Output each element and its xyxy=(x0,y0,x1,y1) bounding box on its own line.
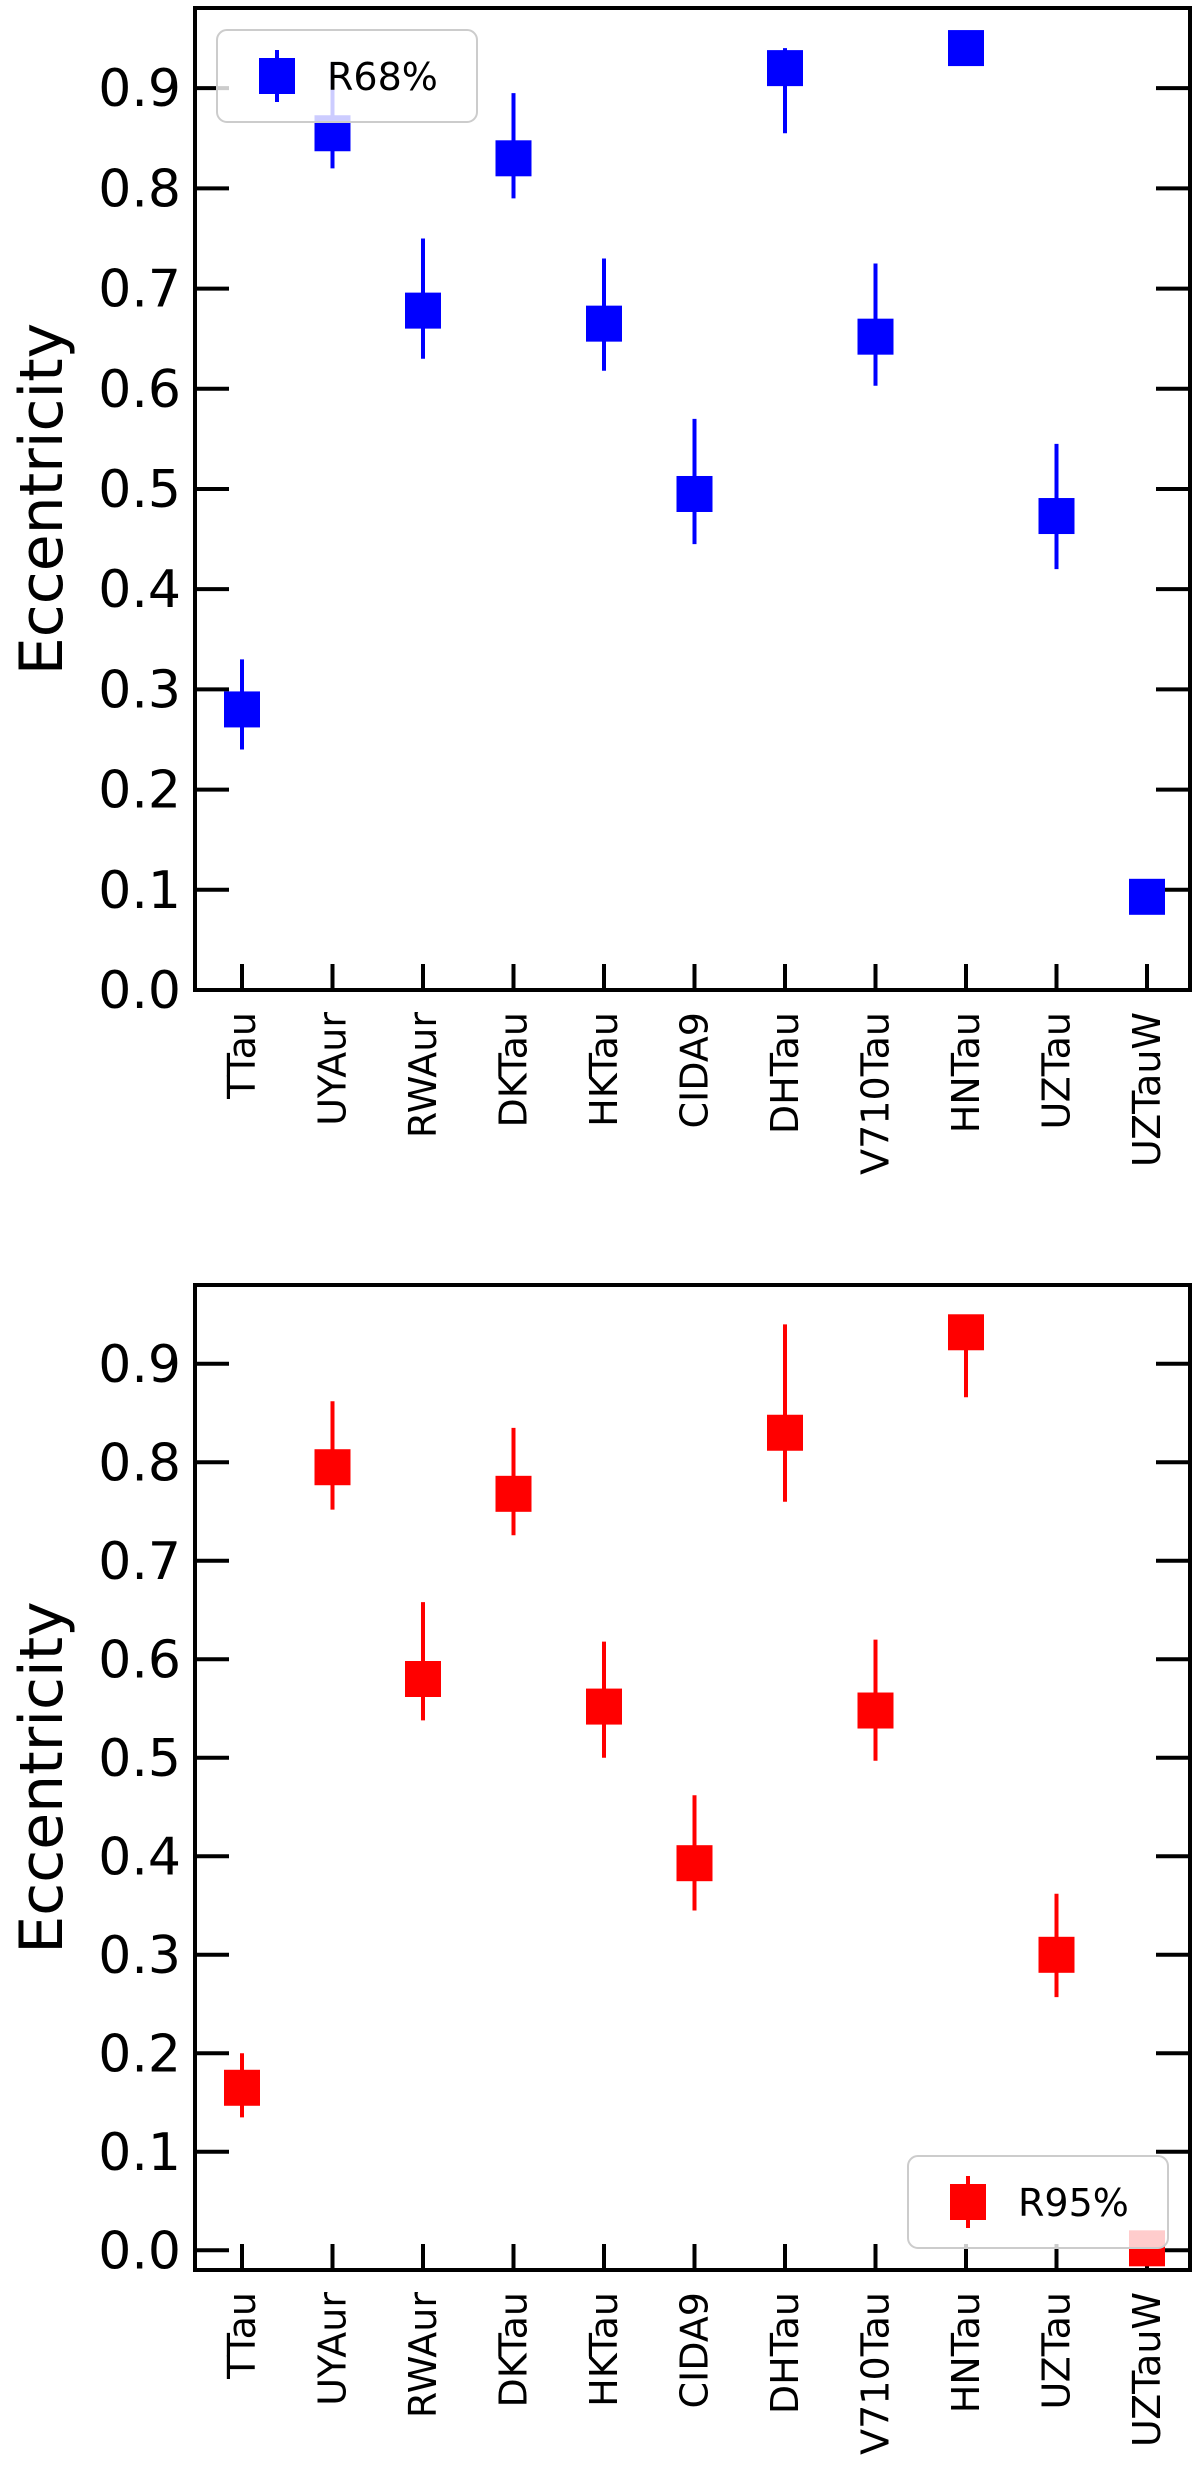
data-point-marker xyxy=(495,1475,532,1512)
data-point-marker xyxy=(405,1661,441,1697)
y-tick-label: 0.3 xyxy=(98,1926,181,1986)
x-tick-label: HKTau xyxy=(582,1012,626,1127)
panel-r68: 0.0 0.1 0.2 0.3 0.4 0.5 0.6 0.7 0.8 0.9 Eccentrici… xyxy=(7,6,1192,1175)
x-tick-label: CIDA9 xyxy=(673,2292,717,2409)
legend-box xyxy=(907,2155,1169,2249)
y-tick-label: 0.1 xyxy=(98,861,181,921)
y-tick-label: 0.9 xyxy=(98,59,181,119)
data-point-marker xyxy=(495,140,532,177)
data-point-marker xyxy=(405,292,441,329)
data-point-marker xyxy=(314,1449,351,1486)
y-tick-label: 0.7 xyxy=(98,1532,181,1592)
data-point-marker xyxy=(586,1688,622,1725)
x-tick-label: UZTauW xyxy=(1125,2292,1169,2447)
x-tick-label: DHTau xyxy=(763,2292,807,2414)
x-tick-label: TTau xyxy=(220,2292,264,2380)
x-tick-label: HKTau xyxy=(582,2292,626,2407)
x-tick-label: UZTau xyxy=(1035,1012,1079,1129)
y-axis-title: Eccentricity xyxy=(7,1601,77,1953)
y-tick-label: 0.6 xyxy=(98,1630,181,1690)
data-point-marker xyxy=(857,318,894,355)
y-tick-label: 0.8 xyxy=(98,159,181,219)
x-tick-label: DKTau xyxy=(492,1012,536,1128)
y-tick-label: 0.5 xyxy=(98,1729,181,1789)
data-point-marker xyxy=(676,1845,713,1882)
x-tick-label: UZTau xyxy=(1035,2292,1079,2409)
x-tick-label: UZTauW xyxy=(1125,1012,1169,1167)
legend-box xyxy=(216,29,478,123)
data-point-marker xyxy=(767,1414,803,1451)
x-tick-label: CIDA9 xyxy=(673,1012,717,1129)
y-tick-label: 0.0 xyxy=(98,961,181,1021)
y-tick-label: 0.9 xyxy=(98,1335,181,1395)
plot-frame xyxy=(193,1283,1192,2272)
y-tick-label: 0.4 xyxy=(98,1827,181,1887)
data-point-marker xyxy=(1038,498,1075,535)
y-tick-label: 0.1 xyxy=(98,2123,181,2183)
data-point-marker xyxy=(857,1692,894,1729)
y-tick-label: 0.5 xyxy=(98,460,181,520)
y-tick-label: 0.7 xyxy=(98,260,181,320)
legend: R95% xyxy=(907,2155,1169,2249)
legend: R68% xyxy=(216,29,478,123)
y-tick-label: 0.3 xyxy=(98,660,181,720)
y-axis-title: Eccentricity xyxy=(7,323,77,675)
data-point-marker xyxy=(1038,1936,1075,1973)
y-tick-label: 0.2 xyxy=(98,2024,181,2084)
data-point-marker xyxy=(1129,878,1165,915)
x-tick-label: HNTau xyxy=(944,1012,988,1133)
x-tick-label: UYAur xyxy=(311,1012,355,1126)
x-tick-label: V710Tau xyxy=(854,1012,898,1175)
data-point-marker xyxy=(586,305,622,342)
x-tick-label: DHTau xyxy=(763,1012,807,1134)
data-point-marker xyxy=(224,691,260,728)
x-tick-label: HNTau xyxy=(944,2292,988,2413)
x-tick-label: UYAur xyxy=(311,2292,355,2406)
data-point-marker xyxy=(767,50,803,87)
y-tick-label: 0.0 xyxy=(98,2221,181,2281)
data-point-marker xyxy=(676,475,713,512)
legend-label: R68% xyxy=(327,55,438,99)
legend-label: R95% xyxy=(1018,2181,1129,2225)
data-point-marker xyxy=(948,30,984,67)
x-tick-label: DKTau xyxy=(492,2292,536,2408)
data-point-marker xyxy=(948,1314,984,1351)
legend-marker xyxy=(259,58,295,94)
x-tick-label: RWAur xyxy=(401,1012,445,1138)
y-tick-label: 0.8 xyxy=(98,1433,181,1493)
y-tick-label: 0.2 xyxy=(98,761,181,821)
y-tick-label: 0.6 xyxy=(98,360,181,420)
x-tick-label: V710Tau xyxy=(854,2292,898,2455)
data-point-marker xyxy=(224,2069,260,2106)
x-tick-label: TTau xyxy=(220,1012,264,1100)
panel-r95: 0.0 0.1 0.2 0.3 0.4 0.5 0.6 0.7 0.8 0.9 Eccentrici… xyxy=(7,1283,1192,2455)
legend-marker xyxy=(950,2184,986,2220)
y-tick-label: 0.4 xyxy=(98,560,181,620)
x-tick-label: RWAur xyxy=(401,2292,445,2418)
